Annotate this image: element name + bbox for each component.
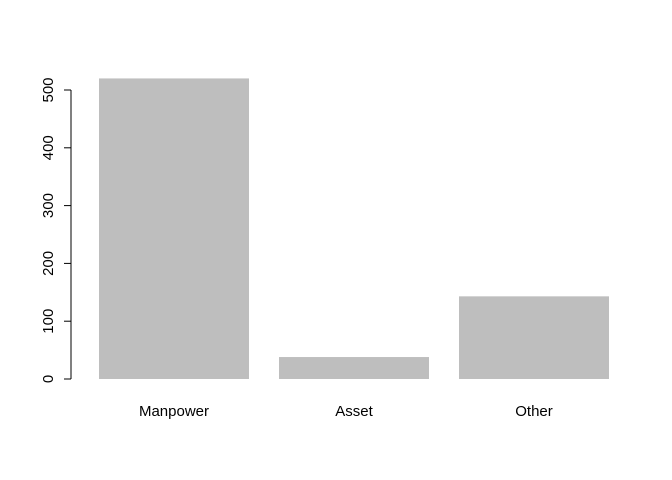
- category-label-manpower: Manpower: [139, 403, 209, 420]
- y-tick-label-100: 100: [40, 309, 57, 334]
- y-tick-label-200: 200: [40, 251, 57, 276]
- x-axis-labels: Manpower Asset Other: [139, 403, 553, 420]
- y-tick-label-300: 300: [40, 193, 57, 218]
- bar-asset: [279, 357, 429, 379]
- bar-other: [459, 296, 609, 379]
- y-tick-label-500: 500: [40, 77, 57, 102]
- y-tick-label-400: 400: [40, 135, 57, 160]
- bars-group: [99, 78, 609, 379]
- bar-manpower: [99, 78, 249, 379]
- y-tick-label-0: 0: [40, 375, 57, 383]
- category-label-asset: Asset: [335, 403, 373, 420]
- y-axis: 0 100 200 300 400 500: [40, 77, 72, 383]
- category-label-other: Other: [515, 403, 553, 420]
